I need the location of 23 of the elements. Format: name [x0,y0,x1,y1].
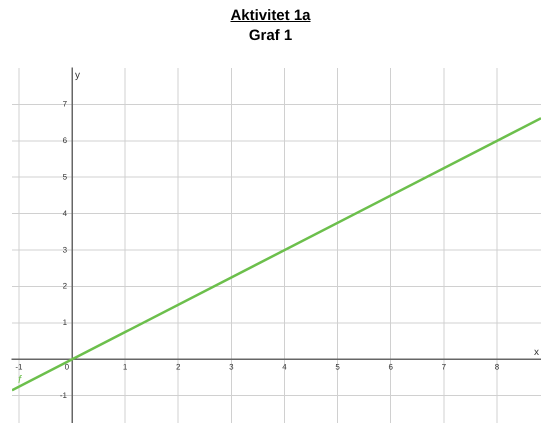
y-tick-label: 1 [62,318,68,328]
x-tick-label: 8 [494,362,500,372]
series-label: f [18,374,22,386]
x-tick-label: 6 [388,362,394,372]
x-tick-label: 0 [64,362,70,372]
x-tick-label: 2 [176,362,182,372]
x-tick-label: 7 [442,362,447,372]
y-tick-label: 4 [62,208,68,218]
x-tick-label: 5 [335,362,340,372]
y-tick-label: 5 [62,172,68,182]
x-tick-label: -1 [15,362,24,372]
x-axis-title: x [534,347,539,358]
chart-subtitle: Graf 1 [248,26,294,46]
x-tick-label: 1 [122,362,128,372]
y-tick-label: 6 [62,136,68,146]
y-tick-label: -1 [60,390,68,400]
y-tick-label: 7 [62,100,68,109]
x-tick-label: 3 [229,362,234,372]
y-tick-label: 2 [62,282,68,291]
chart-title: Aktivitet 1a [229,6,312,26]
x-tick-label: 4 [282,362,288,372]
y-tick-label: 3 [62,245,68,254]
y-axis-title: y [75,70,80,81]
